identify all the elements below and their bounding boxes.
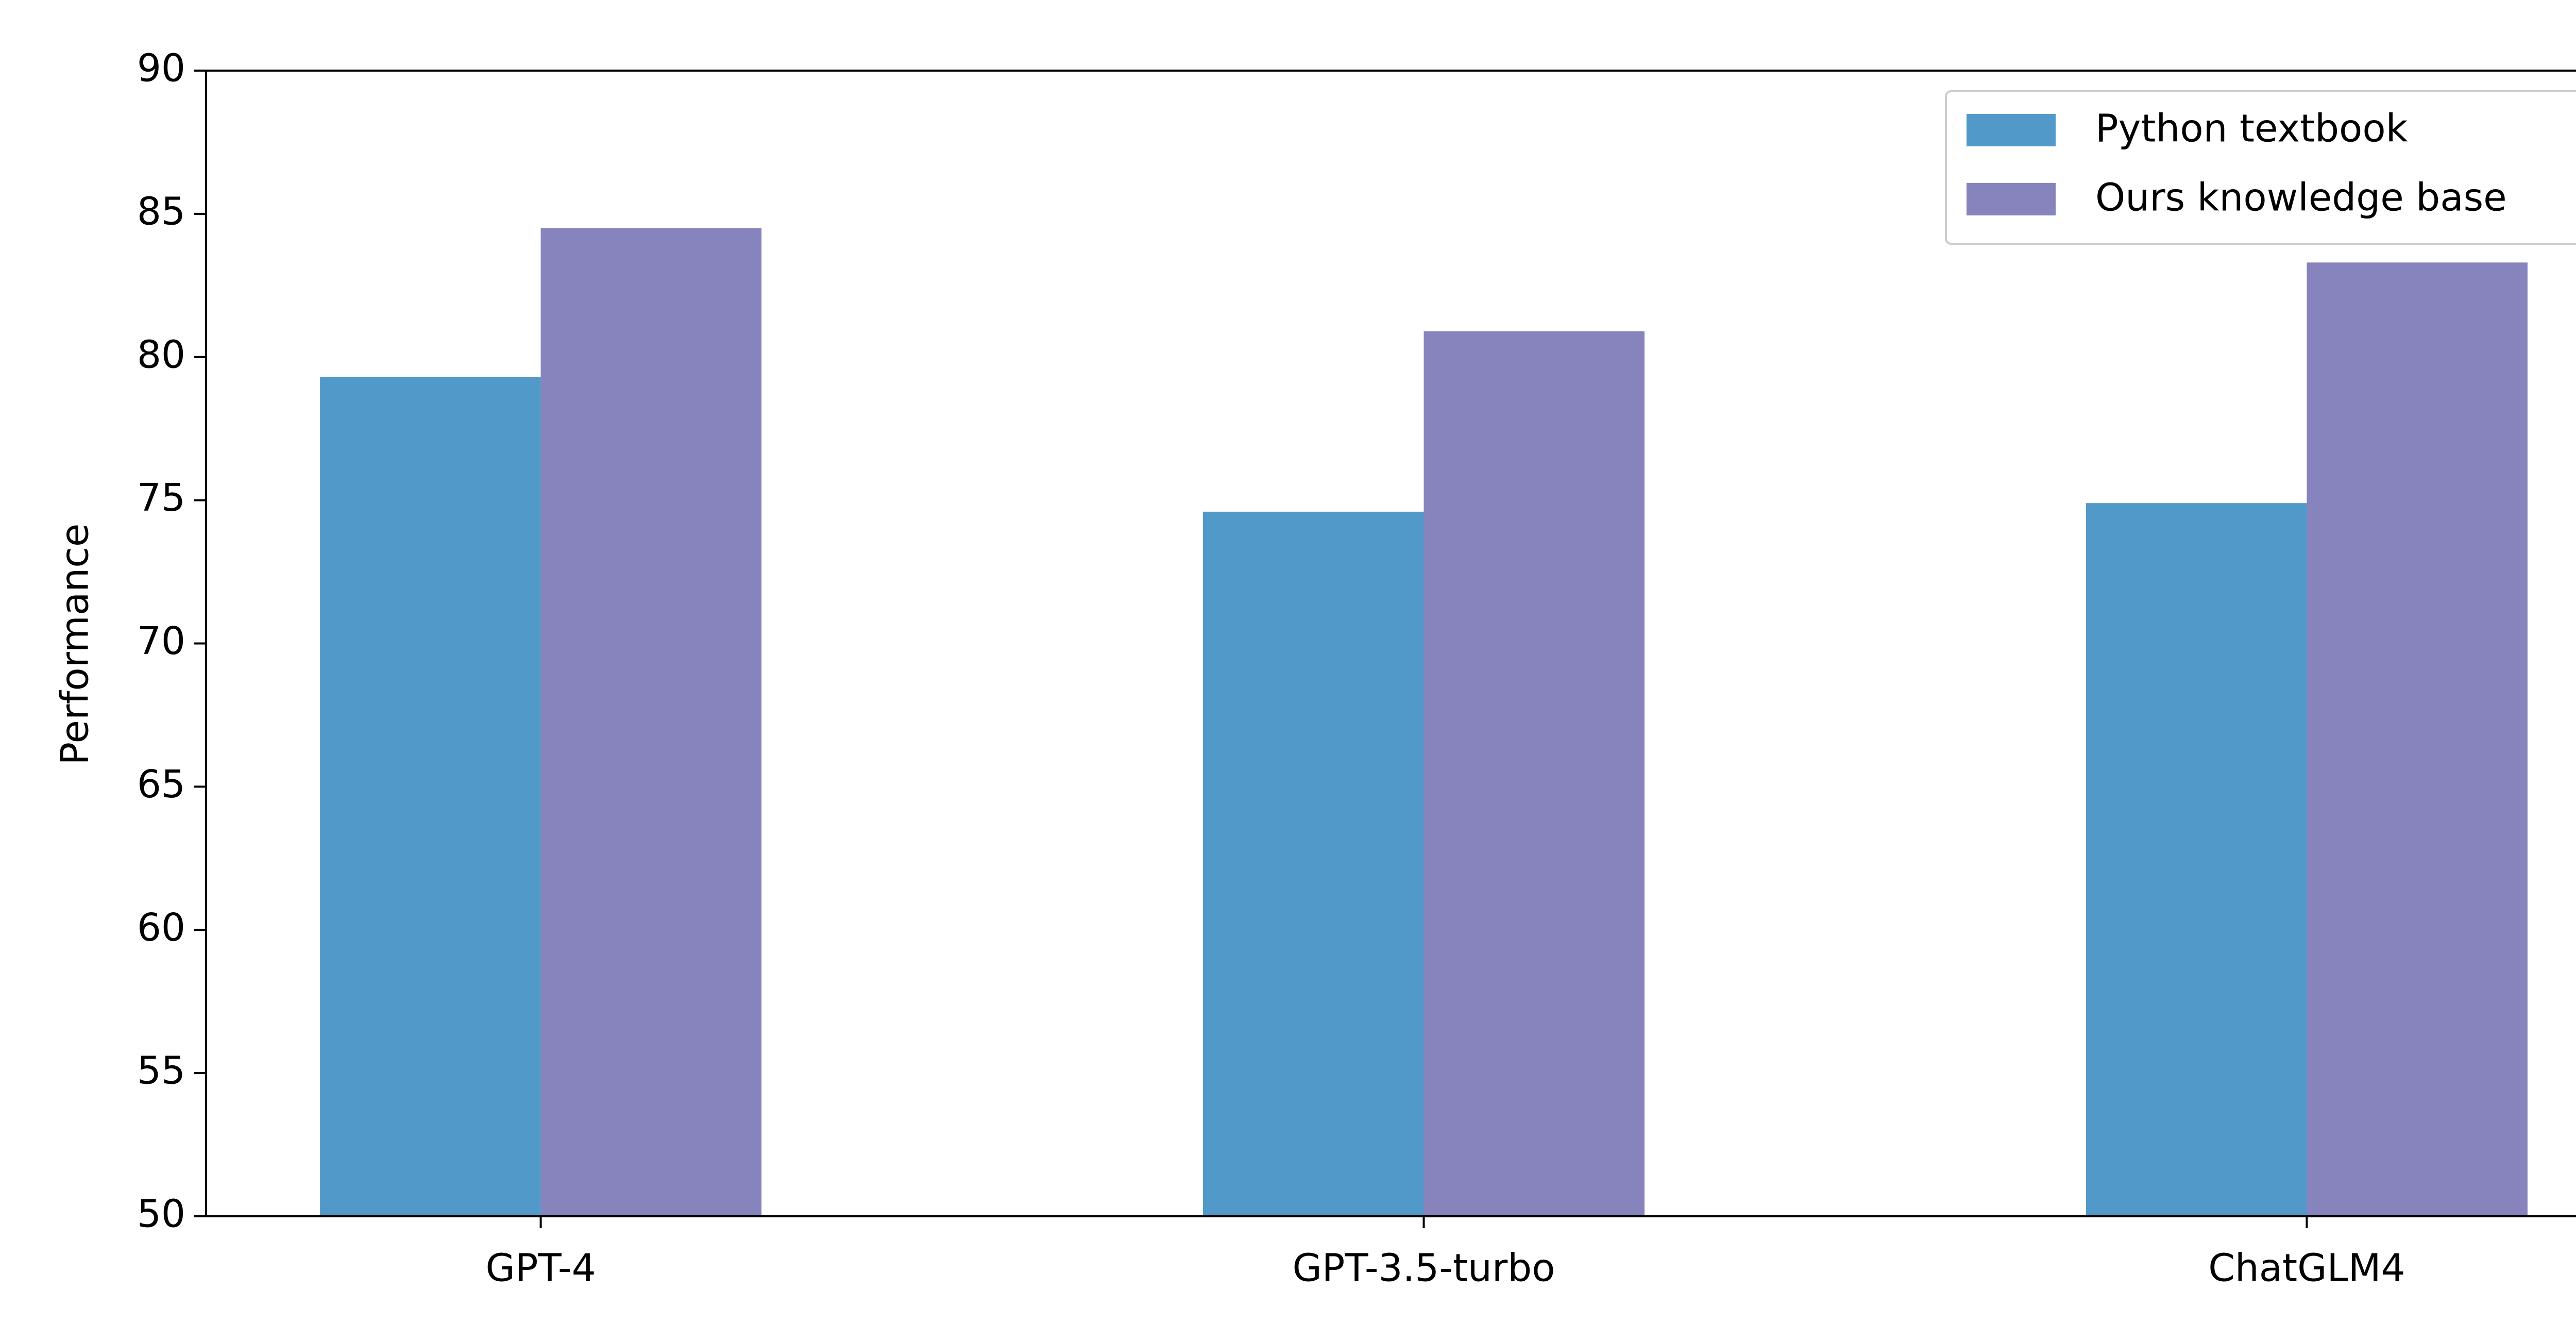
legend-swatch	[1967, 183, 2056, 215]
x-tick-label: ChatGLM4	[2208, 1246, 2405, 1291]
y-axis-label: Performance	[53, 524, 97, 765]
y-tick-label: 70	[137, 619, 185, 663]
y-tick-label: 65	[137, 762, 185, 807]
y-tick-label: 75	[137, 476, 185, 520]
y-tick-label: 60	[137, 906, 185, 950]
plot-frame	[205, 70, 2576, 1217]
y-tick-label: 90	[137, 46, 185, 91]
bar	[2307, 262, 2528, 1216]
x-tick-label: GPT-4	[485, 1246, 596, 1291]
y-tick-label: 80	[137, 332, 185, 377]
legend-box	[1945, 90, 2576, 245]
x-tick-label: GPT-3.5-turbo	[1292, 1246, 1555, 1291]
legend-label: Python textbook	[2095, 107, 2408, 151]
y-tick-label: 50	[137, 1192, 185, 1236]
legend-label: Ours knowledge base	[2095, 176, 2507, 220]
bar	[1423, 331, 1645, 1217]
bar	[1203, 511, 1424, 1216]
bar	[320, 377, 541, 1216]
y-tick-label: 55	[137, 1049, 185, 1093]
legend-swatch	[1967, 114, 2056, 146]
bar	[540, 228, 762, 1217]
y-tick-label: 85	[137, 189, 185, 233]
bar	[2086, 503, 2307, 1216]
